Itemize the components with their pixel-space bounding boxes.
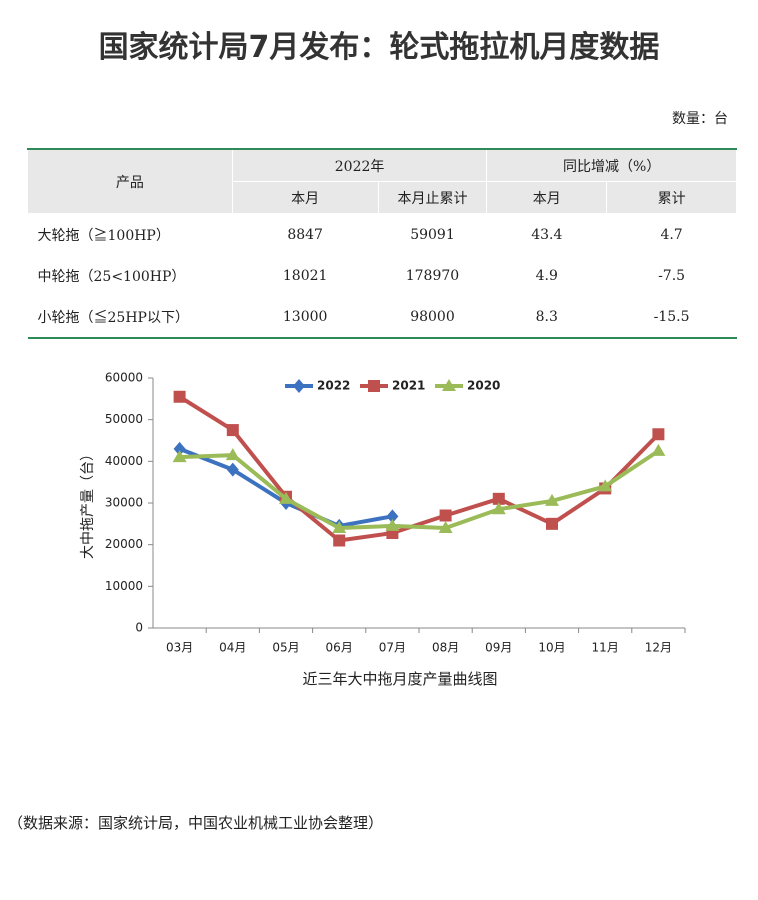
table-cell: 小轮拖（≦25HP以下） bbox=[37, 309, 189, 326]
data-point bbox=[172, 450, 187, 463]
data-point bbox=[545, 493, 559, 506]
data-point bbox=[173, 390, 186, 403]
table-cell: -7.5 bbox=[658, 267, 686, 284]
x-tick-label: 03月 bbox=[166, 641, 193, 655]
data-table: 产品 2022年 同比增减（%） 本月 本月止累计 本月 累计 大轮拖（≧100HP）… bbox=[27, 148, 737, 339]
data-point bbox=[438, 521, 453, 533]
data-point bbox=[226, 424, 239, 437]
header-cell: 本月止累计 bbox=[377, 181, 488, 214]
data-point bbox=[546, 517, 558, 530]
y-tick-label: 60000 bbox=[105, 371, 143, 385]
x-tick-label: 09月 bbox=[485, 641, 512, 655]
table-cell: 43.4 bbox=[531, 226, 563, 243]
table-cell: 大轮拖（≧100HP） bbox=[37, 227, 170, 244]
data-point bbox=[332, 521, 347, 533]
data-point bbox=[385, 518, 400, 531]
header-cell: 本月 bbox=[231, 181, 379, 214]
data-point bbox=[173, 441, 186, 456]
data-point bbox=[652, 428, 665, 441]
x-tick-label: 11月 bbox=[592, 641, 619, 655]
x-tick-label: 04月 bbox=[219, 641, 246, 655]
y-tick-label: 30000 bbox=[105, 496, 143, 510]
legend-marker bbox=[442, 379, 456, 391]
table-cell: 中轮拖（25<100HP） bbox=[37, 268, 186, 285]
header-cell: 2022年 bbox=[231, 148, 488, 182]
legend-label: 2020 bbox=[467, 379, 500, 393]
x-tick-label: 05月 bbox=[272, 641, 299, 655]
y-tick-label: 10000 bbox=[105, 579, 143, 593]
data-point bbox=[492, 492, 505, 505]
table-cell: -15.5 bbox=[653, 308, 690, 325]
table-cell: 59091 bbox=[410, 226, 455, 243]
chart: 0 10000 20000 30000 40000 50000 60000 03月 04月 05月… bbox=[80, 371, 686, 688]
table-cell: 13000 bbox=[282, 308, 328, 325]
y-axis-label: 大中拖产量（台） bbox=[80, 447, 96, 559]
table-cell: 4.9 bbox=[535, 267, 558, 284]
x-tick-label: 12月 bbox=[645, 641, 672, 655]
data-point bbox=[333, 534, 346, 547]
table-cell: 4.7 bbox=[660, 226, 683, 243]
table-cell: 8847 bbox=[287, 226, 323, 243]
table-row: 中轮拖（25<100HP） 18021 178970 4.9 -7.5 bbox=[28, 255, 737, 296]
series-line bbox=[178, 395, 660, 543]
table-cell: 98000 bbox=[410, 308, 455, 325]
header-cell: 产品 bbox=[27, 148, 233, 214]
data-point bbox=[279, 491, 293, 504]
x-tick-label: 06月 bbox=[326, 641, 353, 655]
series-line bbox=[179, 449, 660, 530]
y-tick-label: 0 bbox=[135, 621, 143, 635]
table-cell: 178970 bbox=[405, 267, 460, 284]
table-cell: 8.3 bbox=[535, 308, 558, 325]
data-point bbox=[439, 509, 452, 522]
data-point bbox=[491, 502, 506, 515]
data-point bbox=[598, 479, 613, 492]
title: 国家统计局7月发布：轮式拖拉机月度数据 bbox=[98, 30, 660, 65]
header-cell: 同比增减（%） bbox=[486, 148, 737, 182]
legend-marker bbox=[293, 379, 305, 393]
y-tick-label: 40000 bbox=[105, 454, 143, 468]
table-row: 大轮拖（≧100HP） 8847 59091 43.4 4.7 bbox=[28, 214, 737, 256]
x-axis-label: 近三年大中拖月度产量曲线图 bbox=[302, 670, 497, 688]
legend-marker bbox=[368, 380, 380, 392]
table-row: 小轮拖（≦25HP以下） 13000 98000 8.3 -15.5 bbox=[28, 296, 737, 338]
data-point bbox=[226, 462, 239, 477]
unit: 数量：台 bbox=[672, 111, 728, 127]
source: （数据来源：国家统计局，中国农业机械工业协会整理） bbox=[8, 814, 384, 832]
legend-label: 2022 bbox=[317, 379, 350, 393]
data-point bbox=[651, 443, 666, 456]
y-tick-label: 20000 bbox=[105, 537, 143, 551]
header-cell: 累计 bbox=[606, 181, 737, 214]
y-tick-label: 50000 bbox=[105, 412, 143, 426]
header-cell: 本月 bbox=[486, 181, 608, 214]
series-line bbox=[178, 446, 393, 528]
x-tick-label: 07月 bbox=[379, 641, 406, 655]
table-cell: 18021 bbox=[282, 267, 328, 284]
x-tick-label: 10月 bbox=[538, 641, 565, 655]
x-tick-label: 08月 bbox=[432, 641, 459, 655]
legend-label: 2021 bbox=[392, 379, 425, 393]
data-point bbox=[225, 448, 240, 461]
data-point bbox=[386, 509, 399, 524]
